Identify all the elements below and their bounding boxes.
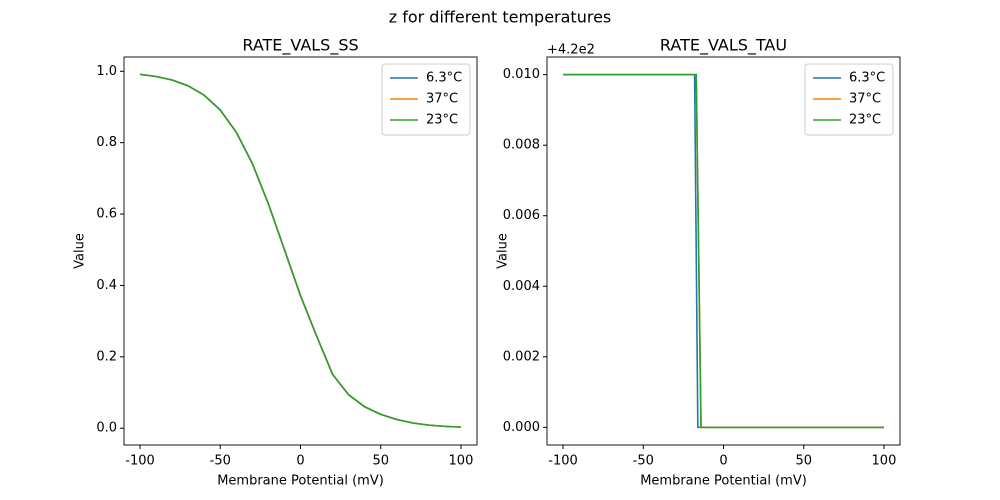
axes-frame [546,56,901,446]
legend-label: 37°C [426,92,458,107]
legend-box [381,63,471,136]
y-tick-label: 0.004 [503,279,540,294]
axes-frame [123,56,478,446]
legend-label: 6.3°C [426,71,462,86]
x-axis-label: Membrane Potential (mV) [217,474,384,489]
y-tick-label: 0.0 [96,421,117,436]
y-tick-label: 0.010 [503,67,540,82]
y-tick-label: 1.0 [96,64,117,79]
legend-label: 23°C [426,113,458,128]
legend-label: 37°C [849,92,881,107]
y-tick-label: 0.6 [96,207,117,222]
x-tick-label: -100 [125,454,155,469]
axes-title: RATE_VALS_TAU [660,36,787,56]
y-tick-label: 0.000 [503,420,540,435]
y-tick-label: 0.4 [96,278,117,293]
series-line [139,73,461,428]
series-line [563,73,884,429]
x-tick-label: 50 [795,454,812,469]
x-axis-label: Membrane Potential (mV) [640,474,807,489]
figure-title: z for different temperatures [389,8,612,27]
axes-title: RATE_VALS_SS [242,36,358,56]
legend-label: 6.3°C [849,71,885,86]
y-tick-label: 0.006 [503,208,540,223]
x-tick-label: 50 [372,454,389,469]
x-tick-label: 100 [449,454,474,469]
y-tick-label: 0.002 [503,349,540,364]
y-tick-label: 0.2 [96,349,117,364]
x-tick-label: 0 [296,454,304,469]
y-offset-label: +4.2e2 [547,43,595,58]
y-axis-label: Value [496,233,511,269]
x-tick-label: -50 [633,454,654,469]
x-tick-label: -100 [548,454,578,469]
y-tick-label: 0.8 [96,135,117,150]
legend-label: 23°C [849,113,881,128]
x-tick-label: 0 [719,454,727,469]
legend-box [804,63,894,136]
y-axis-label: Value [73,233,88,269]
y-tick-label: 0.008 [503,138,540,153]
x-tick-label: -50 [210,454,231,469]
x-tick-label: 100 [872,454,897,469]
